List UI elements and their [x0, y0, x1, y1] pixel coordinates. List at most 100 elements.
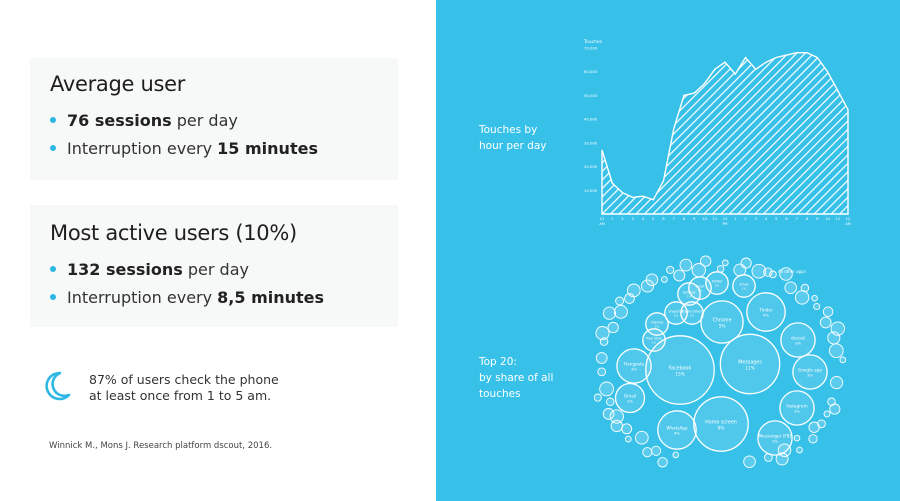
x-tick-label: 5 — [652, 216, 655, 221]
bubble-label: Email — [740, 283, 749, 287]
bubble-label: Instagram — [786, 404, 807, 409]
other-app-bubble — [626, 283, 641, 298]
app-bubble — [732, 274, 756, 298]
active-users-card: Most active users (10%) 132 sessions per… — [30, 205, 398, 327]
touches-area-chart: Touches 10,000 20,000 30,000 40,000 50,000 60,… — [584, 39, 851, 226]
bubble-value: 3% — [795, 341, 801, 346]
other-app-bubble — [751, 263, 767, 279]
app-bubble — [614, 382, 646, 414]
other-app-bubble — [597, 367, 607, 377]
x-tick-label: 3 — [632, 216, 635, 221]
bubble-value: 2% — [627, 399, 633, 404]
bullet-dot — [50, 116, 56, 123]
app-bubble — [779, 390, 815, 426]
left-panel: Average user 76 sessions per day Interru… — [0, 0, 436, 501]
other-app-bubble — [793, 434, 801, 442]
sessions-bullet: 76 sessions per day — [50, 111, 238, 130]
other-app-bubble — [830, 376, 844, 390]
other-app-bubble — [794, 290, 810, 305]
touches-area — [601, 52, 849, 215]
other-app-bubble — [822, 306, 834, 317]
bubble-value: 1% — [742, 287, 747, 291]
night-usage-note: 87% of users check the phone at least on… — [89, 372, 279, 404]
app-bubble — [680, 301, 704, 325]
bubble-value: 1% — [687, 295, 692, 299]
bubble-value: 1% — [652, 341, 657, 345]
other-app-bubble — [642, 447, 653, 458]
top20-label-line-2: by share of all — [479, 372, 554, 384]
bubble-value: 3% — [807, 373, 813, 378]
active-users-heading: Most active users (10%) — [50, 221, 297, 245]
x-tick-label: 4 — [765, 216, 768, 221]
touches-chart-label: Touches by hour per day — [479, 122, 546, 154]
other-app-bubble — [829, 403, 841, 415]
other-app-bubble — [613, 304, 628, 319]
x-tick-label: 1 — [611, 216, 614, 221]
other-app-bubble — [606, 397, 615, 407]
app-bubble — [693, 396, 749, 452]
other-app-bubble — [743, 455, 756, 468]
other-app-bubble — [716, 265, 725, 273]
x-tick-label: 5 — [775, 216, 778, 221]
y-tick-label: 30,000 — [584, 140, 598, 145]
other-app-bubble — [645, 273, 659, 286]
bullet-dot — [50, 293, 56, 300]
bubble-value: 1% — [655, 325, 660, 329]
app-bubble — [645, 335, 715, 405]
other-app-bubble — [700, 255, 712, 267]
x-tick-label: 2 — [744, 216, 747, 221]
other-app-bubble — [595, 352, 608, 364]
x-tick-label: 7 — [796, 216, 799, 221]
bubble-value: 3% — [794, 409, 800, 414]
other-app-bubble — [602, 408, 615, 420]
bubble-value: 4% — [763, 313, 769, 318]
x-tick-label: 9 — [693, 216, 696, 221]
x-sublabel: PM — [723, 222, 728, 226]
x-tick-label: 11 — [712, 216, 717, 221]
bubble-label: Twitter — [711, 280, 723, 284]
touches-label-line-2: hour per day — [479, 140, 547, 152]
bubble-label: Messages — [738, 360, 762, 366]
bubble-label: Settings — [682, 291, 695, 295]
other-app-bubble — [607, 321, 619, 334]
bubble-label: Internet — [651, 321, 664, 325]
bubble-value: 11% — [745, 365, 755, 371]
sessions-value: 76 sessions — [67, 111, 172, 130]
other-app-bubble — [763, 267, 773, 277]
x-tick-label: 10 — [702, 216, 707, 221]
y-tick-label: 60,000 — [584, 69, 598, 74]
x-tick-label: 7 — [673, 216, 676, 221]
other-app-bubble — [640, 279, 655, 293]
x-tick-label: 10 — [825, 216, 830, 221]
bubble-label: Email (other) — [682, 310, 703, 314]
y-tick-label: 70,000 — [584, 46, 598, 51]
bubble-label: dscout — [791, 336, 805, 341]
x-tick-label: 8 — [806, 216, 809, 221]
bubble-label: Snapchat — [669, 310, 685, 314]
interruption-value: 8,5 minutes — [217, 288, 325, 307]
app-bubble — [719, 333, 781, 395]
top20-label-line-3: touches — [479, 388, 521, 400]
app-bubble — [746, 292, 786, 332]
other-app-bubble — [811, 294, 818, 302]
other-app-bubble — [813, 302, 821, 311]
x-tick-label: 11 — [835, 216, 840, 221]
app-bubble — [677, 282, 701, 306]
bubble-value: 1% — [715, 284, 720, 288]
bubble-label: Tinder — [758, 308, 772, 313]
bubble-label: Clock — [696, 285, 705, 289]
other-app-bubble — [839, 356, 846, 364]
x-sublabel: AM — [845, 222, 850, 226]
interruption-value: 15 minutes — [217, 139, 318, 158]
app-bubble — [700, 300, 744, 344]
bubble-label: Facebook — [669, 366, 692, 372]
app-bubble — [757, 420, 793, 456]
other-app-bubble — [808, 421, 820, 433]
other-app-bubble — [828, 343, 844, 359]
x-tick-label: 9 — [816, 216, 819, 221]
bubble-label: Play Store — [646, 337, 662, 341]
other-app-bubble — [661, 276, 668, 283]
sessions-suffix: per day — [182, 260, 249, 279]
x-sublabel: AM — [599, 222, 604, 226]
other-app-bubble — [819, 316, 832, 329]
